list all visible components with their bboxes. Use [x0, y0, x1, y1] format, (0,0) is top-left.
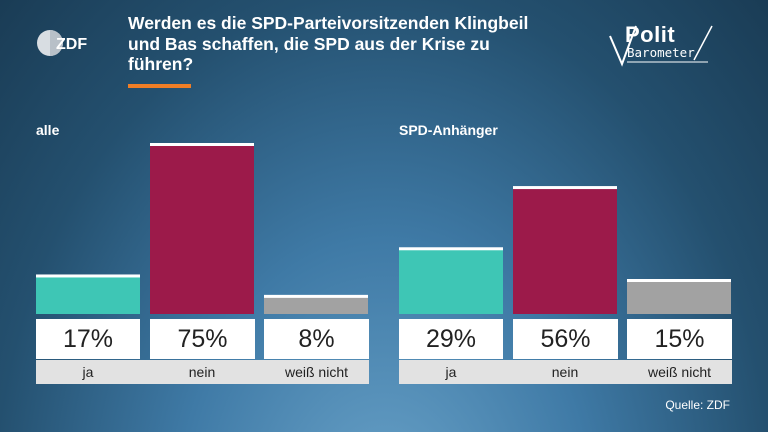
value-label-alle-weiss-nicht: 8% — [264, 319, 369, 359]
zdf-logo-text: ZDF — [56, 36, 87, 53]
title-line-3: führen? — [128, 54, 194, 74]
value-label-spd-ja: 29% — [399, 319, 503, 359]
value-label-alle-ja: 17% — [36, 319, 140, 359]
bar-spd-ja — [399, 248, 503, 314]
bar-cap-alle-ja — [36, 274, 140, 278]
category-label-spd-ja: ja — [399, 360, 503, 384]
value-label-spd-nein: 56% — [513, 319, 618, 359]
politbarometer-logo-top: Polit — [625, 22, 676, 47]
category-label-spd-weiss-nicht: weiß nicht — [627, 360, 732, 384]
value-label-spd-weiss-nicht: 15% — [627, 319, 732, 359]
category-label-spd-nein: nein — [503, 360, 627, 384]
zdf-logo: ZDF — [36, 29, 90, 57]
bar-alle-weiss-nicht — [264, 295, 368, 314]
title-line-2: und Bas schaffen, die SPD aus der Krise … — [128, 33, 490, 54]
bar-alle-nein — [150, 144, 254, 314]
group-label-spd-anhaenger: SPD-Anhänger — [399, 122, 498, 138]
category-label-alle-nein: nein — [140, 360, 264, 384]
chart-title: Werden es die SPD-Parteivorsitzenden Kli… — [128, 13, 578, 75]
title-accent-bar — [128, 84, 191, 88]
category-label-alle-ja: ja — [36, 360, 140, 384]
bar-cap-spd-nein — [513, 186, 617, 190]
bar-cap-spd-ja — [399, 247, 503, 251]
bar-cap-spd-weiss-nicht — [627, 279, 731, 282]
bar-spd-weiss-nicht — [627, 280, 731, 314]
title-line-1: Werden es die SPD-Parteivorsitzenden Kli… — [128, 13, 529, 33]
politbarometer-logo: Polit Barometer — [608, 22, 726, 74]
bar-cap-alle-weiss-nicht — [264, 294, 368, 298]
category-label-alle-weiss-nicht: weiß nicht — [264, 360, 369, 384]
group-label-alle: alle — [36, 122, 60, 138]
politbarometer-logo-bottom: Barometer — [627, 45, 695, 60]
value-label-alle-nein: 75% — [150, 319, 255, 359]
bar-alle-ja — [36, 275, 140, 314]
source-note: Quelle: ZDF — [665, 398, 730, 412]
bar-spd-nein — [513, 187, 617, 314]
bar-cap-alle-nein — [150, 143, 254, 146]
